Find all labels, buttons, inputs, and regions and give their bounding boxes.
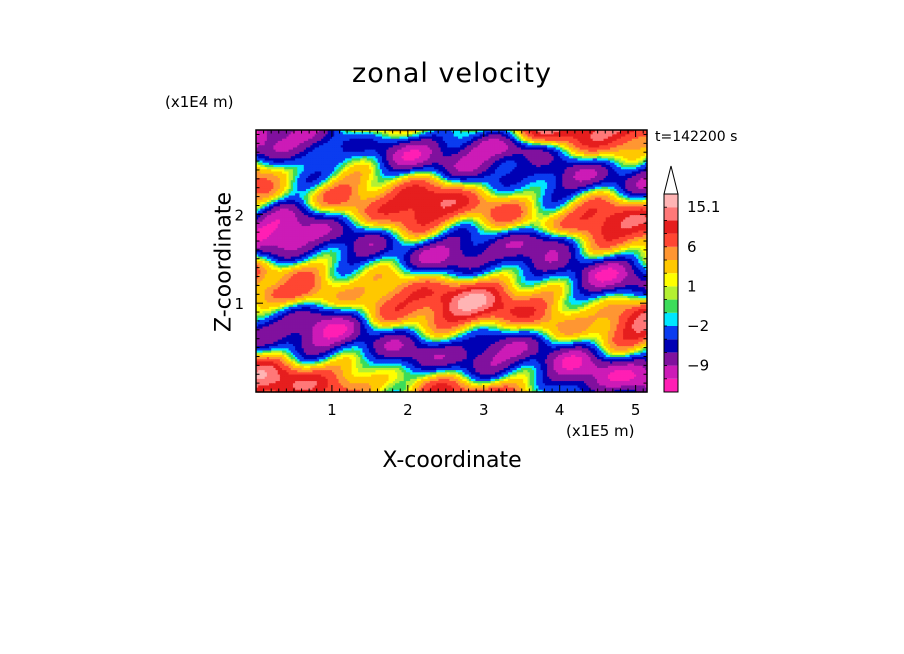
x-tick-label: 3 <box>479 401 489 419</box>
x-tick-label: 2 <box>403 401 413 419</box>
colorbar-segment <box>664 207 678 220</box>
y-tick-label: 2 <box>234 206 244 224</box>
colorbar-segment <box>664 379 678 392</box>
y-tick-label: 1 <box>234 295 244 313</box>
colorbar-segment <box>664 220 678 233</box>
colorbar-segment <box>664 313 678 326</box>
colorbar-segment <box>664 352 678 365</box>
colorbar-segment <box>664 326 678 339</box>
x-tick-label: 1 <box>327 401 337 419</box>
x-tick-label: 5 <box>631 401 641 419</box>
heatmap-field <box>256 130 648 393</box>
colorbar-segment <box>664 339 678 352</box>
colorbar-segment <box>664 194 678 207</box>
colorbar-tick-label: −9 <box>687 357 709 375</box>
colorbar-tick-label: 15.1 <box>687 198 720 216</box>
colorbar-segment <box>664 260 678 273</box>
colorbar-tick-label: 1 <box>687 277 697 295</box>
x-tick-label: 4 <box>555 401 565 419</box>
colorbar-tick-label: −2 <box>687 317 709 335</box>
colorbar-segment <box>664 234 678 247</box>
colorbar-segment <box>664 366 678 379</box>
colorbar-extend-arrow <box>664 166 678 194</box>
colorbar-segment <box>664 300 678 313</box>
colorbar-segment <box>664 273 678 286</box>
colorbar-segment <box>664 286 678 299</box>
colorbar-tick-label: 6 <box>687 238 697 256</box>
colorbar-segment <box>664 247 678 260</box>
